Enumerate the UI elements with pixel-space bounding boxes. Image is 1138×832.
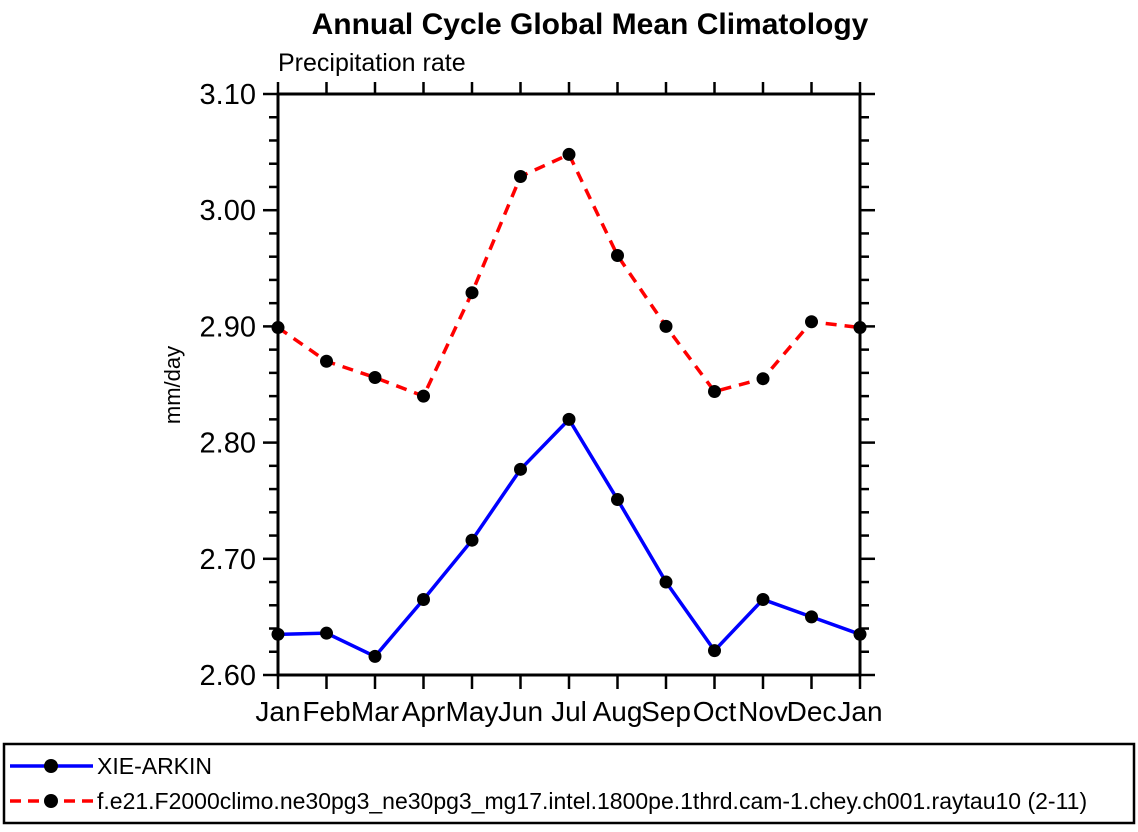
- x-tick-label: Jan: [837, 696, 882, 727]
- series-layer: [271, 147, 867, 663]
- x-tick-label: Jan: [255, 696, 300, 727]
- data-point-marker: [853, 627, 867, 641]
- x-tick-label: Jul: [551, 696, 587, 727]
- data-point-marker: [708, 384, 721, 398]
- data-point-marker: [756, 592, 770, 606]
- data-point-marker: [853, 321, 867, 335]
- chart-subtitle: Precipitation rate: [278, 49, 466, 77]
- legend-marker-icon: [44, 794, 58, 808]
- x-tick-label: Nov: [738, 696, 788, 727]
- y-tick-label: 2.90: [200, 311, 256, 343]
- data-point-marker: [805, 315, 818, 329]
- data-point-marker: [320, 354, 333, 368]
- y-tick-label: 2.70: [200, 544, 256, 576]
- legend-marker-icon: [44, 759, 58, 773]
- data-point-marker: [465, 533, 479, 547]
- x-tick-label: Feb: [302, 696, 350, 727]
- data-point-marker: [271, 627, 285, 641]
- x-tick-label: Aug: [593, 696, 643, 727]
- y-axis-label: mm/day: [160, 346, 185, 424]
- x-tick-label: Apr: [402, 696, 446, 727]
- data-point-marker: [271, 321, 285, 335]
- y-tick-label: 2.60: [200, 660, 256, 692]
- x-tick-label: Mar: [351, 696, 399, 727]
- data-point-marker: [514, 170, 527, 184]
- data-point-marker: [611, 249, 624, 263]
- data-point-marker: [805, 610, 818, 624]
- y-tick-label: 2.80: [200, 428, 256, 460]
- y-tick-label: 3.00: [200, 195, 256, 227]
- data-point-marker: [465, 286, 479, 300]
- x-tick-label: Oct: [693, 696, 737, 727]
- data-point-marker: [708, 644, 721, 658]
- legend-label-model: f.e21.F2000climo.ne30pg3_ne30pg3_mg17.in…: [97, 788, 1087, 814]
- x-tick-label: Sep: [641, 696, 691, 727]
- data-point-marker: [562, 412, 576, 426]
- data-point-marker: [756, 372, 770, 386]
- data-point-marker: [562, 147, 576, 161]
- data-point-marker: [368, 371, 382, 385]
- series-line-xie-arkin: [277, 416, 861, 659]
- data-point-marker: [368, 649, 382, 663]
- data-point-marker: [417, 389, 430, 403]
- y-tick-label: 3.10: [200, 79, 256, 111]
- series-line-model: [277, 152, 861, 399]
- data-point-marker: [320, 626, 333, 640]
- x-tick-label: Dec: [787, 696, 837, 727]
- plot-frame: [276, 92, 862, 677]
- data-point-marker: [659, 575, 673, 589]
- x-tick-label: May: [446, 696, 499, 727]
- data-point-marker: [611, 493, 624, 507]
- data-point-marker: [417, 592, 430, 606]
- data-point-marker: [514, 462, 527, 476]
- x-tick-label: Jun: [498, 696, 543, 727]
- legend-label-xie-arkin: XIE-ARKIN: [97, 753, 212, 779]
- data-point-marker: [659, 319, 673, 333]
- chart-title: Annual Cycle Global Mean Climatology: [312, 8, 869, 41]
- legend: XIE-ARKIN f.e21.F2000climo.ne30pg3_ne30p…: [2, 742, 1136, 825]
- legend-box: [2, 742, 1136, 825]
